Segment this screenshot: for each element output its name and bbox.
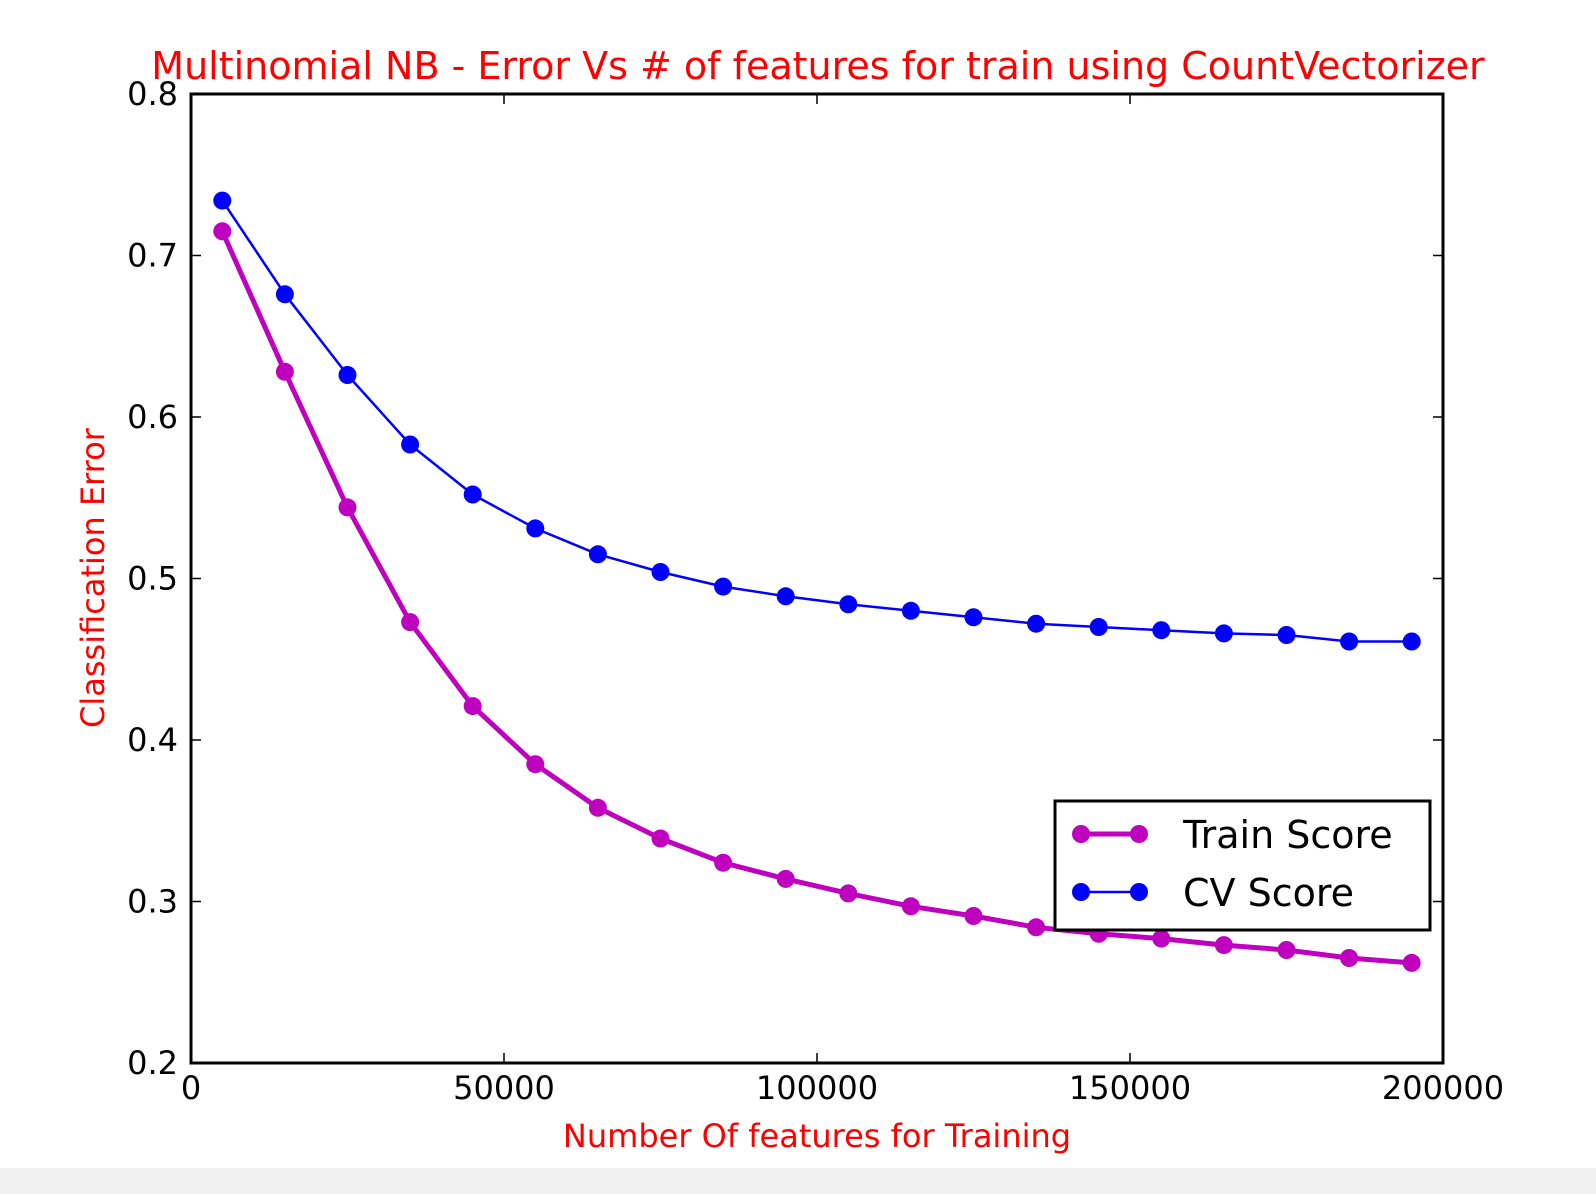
y-tick-label: 0.4 (127, 721, 178, 759)
data-point-train-score (776, 869, 795, 888)
data-point-cv-score (964, 608, 983, 627)
series-line-train-score (220, 230, 1412, 966)
data-point-cv-score (1027, 614, 1046, 633)
legend-label-train: Train Score (1182, 813, 1393, 857)
x-tick-label: 200000 (1382, 1069, 1504, 1107)
data-point-cv-score (526, 519, 545, 538)
data-point-train-score (526, 755, 545, 774)
data-point-cv-score (213, 191, 232, 210)
x-tick-label: 100000 (756, 1069, 878, 1107)
legend-marker-train (1072, 825, 1090, 843)
ticks-layer: 0 50000 100000 150000 200000 0.2 0.3 0.4 0.5 0.6 0… (127, 75, 1504, 1107)
data-point-train-score (275, 362, 294, 381)
y-tick-label: 0.2 (127, 1044, 178, 1082)
data-point-cv-score (1152, 621, 1171, 640)
y-tick-label: 0.7 (127, 237, 178, 275)
data-point-train-score (714, 853, 733, 872)
data-point-cv-score (651, 563, 670, 581)
data-point-cv-score (1089, 618, 1108, 636)
series-layer (213, 191, 1421, 972)
y-axis-label: Classification Error (74, 427, 112, 728)
data-point-cv-score (1402, 632, 1421, 651)
legend-marker-cv (1130, 883, 1148, 901)
data-point-train-score (401, 613, 420, 632)
data-point-train-score (213, 222, 232, 241)
data-point-train-score (1027, 918, 1046, 937)
x-tick-label: 50000 (453, 1069, 555, 1107)
y-tick-label: 0.6 (127, 398, 178, 436)
legend-marker-train (1130, 825, 1148, 843)
data-point-train-score (839, 884, 858, 903)
data-point-cv-score (463, 485, 482, 504)
data-point-cv-score (839, 595, 858, 614)
legend-box (1053, 799, 1432, 932)
data-point-train-score (463, 697, 482, 716)
legend: Train Score CV Score (1053, 799, 1432, 932)
data-point-cv-score (1340, 632, 1359, 651)
data-point-train-score (1402, 953, 1421, 972)
data-point-train-score (1340, 949, 1359, 967)
data-point-train-score (1152, 929, 1171, 948)
data-point-cv-score (338, 366, 357, 384)
x-axis-label: Number Of features for Training (563, 1117, 1071, 1155)
data-point-train-score (1277, 941, 1296, 959)
data-point-cv-score (588, 545, 607, 564)
data-point-train-score (964, 907, 983, 925)
data-point-cv-score (275, 285, 294, 304)
data-point-cv-score (776, 587, 795, 606)
x-tick-label: 0 (181, 1069, 201, 1107)
y-tick-label: 0.8 (127, 75, 178, 113)
series-line-cv-score (221, 199, 1412, 643)
window-bottom-strip (0, 1168, 1596, 1194)
data-point-train-score (651, 829, 670, 848)
plot-frame (189, 92, 1445, 1065)
data-point-cv-score (401, 435, 420, 454)
data-point-cv-score (714, 577, 733, 596)
legend-marker-cv (1072, 883, 1090, 901)
data-point-train-score (588, 798, 607, 817)
chart: Multinomial NB - Error Vs # of features … (74, 44, 1504, 1155)
x-tick-label: 150000 (1069, 1069, 1191, 1107)
y-tick-label: 0.3 (127, 883, 178, 921)
data-point-cv-score (901, 601, 920, 620)
data-point-cv-score (1277, 626, 1296, 644)
legend-label-cv: CV Score (1183, 871, 1354, 915)
data-point-train-score (338, 498, 357, 517)
data-point-train-score (901, 897, 920, 916)
data-point-cv-score (1214, 624, 1233, 643)
chart-title: Multinomial NB - Error Vs # of features … (151, 44, 1485, 88)
y-tick-label: 0.5 (127, 560, 178, 598)
data-point-train-score (1214, 936, 1233, 955)
